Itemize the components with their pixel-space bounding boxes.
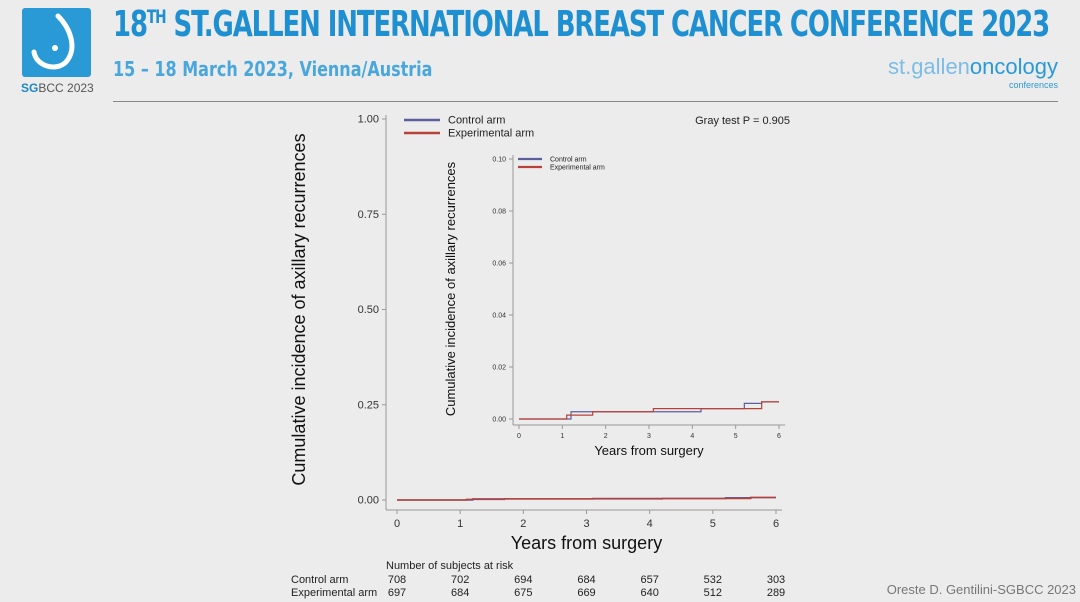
series-line-control: [519, 401, 779, 420]
legend-label: Control arm: [550, 156, 587, 163]
x-tick-label: 6: [777, 433, 781, 440]
x-tick-label: 2: [520, 518, 526, 530]
y-axis-label: Cumulative incidence of axillary recurre…: [289, 133, 309, 485]
x-tick-label: 1: [560, 433, 564, 440]
x-tick-label: 4: [647, 518, 653, 530]
series-line-experimental: [397, 496, 776, 501]
risk-row-label: Experimental arm: [291, 587, 378, 599]
x-tick-label: 6: [773, 518, 779, 530]
x-tick-label: 0: [394, 518, 400, 530]
risk-cell: 675: [514, 587, 533, 599]
y-axis-label: Cumulative incidence of axillary recurre…: [443, 161, 458, 416]
legend-label: Experimental arm: [448, 128, 534, 140]
risk-cell: 532: [703, 574, 723, 586]
y-tick-label: 0.02: [492, 364, 506, 371]
speaker-credit: Oreste D. Gentilini-SGBCC 2023: [886, 582, 1076, 597]
risk-cell: 702: [450, 574, 470, 586]
legend-label: Control arm: [448, 115, 505, 127]
risk-cell: 669: [577, 587, 596, 599]
x-tick-label: 5: [710, 518, 716, 530]
risk-cell: 640: [640, 587, 659, 599]
y-tick-label: 0.00: [492, 416, 506, 423]
x-axis-label: Years from surgery: [511, 533, 662, 553]
y-tick-label: 0.50: [358, 304, 379, 316]
x-tick-label: 3: [647, 433, 651, 440]
risk-cell: 708: [387, 574, 407, 586]
y-tick-label: 0.04: [492, 312, 506, 319]
risk-cell: 697: [387, 587, 407, 599]
risk-cell: 694: [514, 574, 533, 586]
risk-cell: 684: [450, 587, 470, 599]
y-tick-label: 0.25: [358, 399, 379, 411]
header-divider: [113, 101, 1058, 102]
y-tick-label: 1.00: [358, 114, 379, 126]
y-tick-label: 0.75: [358, 209, 379, 221]
logo-caption: SGBCC 2023: [21, 81, 94, 95]
x-tick-label: 5: [734, 433, 738, 440]
y-tick-label: 0.00: [358, 495, 379, 507]
risk-table-title: Number of subjects at risk: [386, 560, 514, 572]
x-axis-label: Years from surgery: [594, 443, 704, 458]
y-tick-label: 0.08: [492, 208, 506, 215]
x-tick-label: 4: [690, 433, 694, 440]
x-tick-label: 0: [517, 433, 521, 440]
stgallen-oncology-logo: st.gallenoncology conferences: [887, 54, 1058, 91]
x-tick-label: 2: [604, 433, 608, 440]
legend-label: Experimental arm: [550, 164, 605, 171]
conference-subtitle: 15 – 18 March 2023, Vienna/Austria: [113, 57, 433, 81]
risk-cell: 684: [577, 574, 596, 586]
y-tick-label: 0.10: [492, 156, 506, 163]
risk-row-label: Control arm: [291, 574, 349, 586]
breast-swirl-icon: [31, 13, 75, 70]
risk-cell: 303: [766, 574, 786, 586]
risk-cell: 657: [640, 574, 659, 586]
y-tick-label: 0.06: [492, 260, 506, 267]
gray-test-annotation: Gray test P = 0.905: [695, 115, 790, 127]
conference-title: 18TH ST.GALLEN INTERNATIONAL BREAST CANC…: [113, 4, 1050, 45]
x-tick-label: 1: [457, 518, 463, 530]
sgbcc-logo: [22, 8, 91, 77]
risk-cell: 289: [766, 587, 786, 599]
x-tick-label: 3: [583, 518, 589, 530]
series-line-experimental: [519, 401, 779, 420]
risk-cell: 512: [703, 587, 723, 599]
